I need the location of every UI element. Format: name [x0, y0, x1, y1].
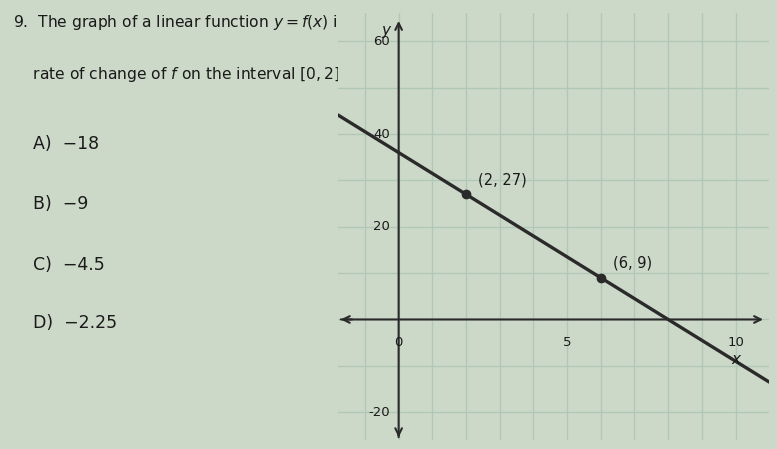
- Text: -20: -20: [368, 406, 390, 419]
- Text: B)  −9: B) −9: [33, 195, 89, 213]
- Text: (6, 9): (6, 9): [612, 256, 652, 271]
- Text: 0: 0: [395, 336, 402, 349]
- Text: y: y: [382, 23, 390, 38]
- Text: D)  −2.25: D) −2.25: [33, 314, 117, 332]
- Text: 10: 10: [727, 336, 744, 349]
- Text: 5: 5: [563, 336, 571, 349]
- Text: (2, 27): (2, 27): [478, 172, 527, 187]
- Text: x: x: [731, 352, 740, 367]
- Text: C)  −4.5: C) −4.5: [33, 256, 105, 274]
- Text: 60: 60: [374, 35, 390, 48]
- Text: 40: 40: [374, 128, 390, 141]
- Text: 20: 20: [373, 220, 390, 233]
- Text: 9.  The graph of a linear function $y = f(x)$ is shown. Find the average: 9. The graph of a linear function $y = f…: [13, 13, 543, 32]
- Text: A)  −18: A) −18: [33, 135, 99, 153]
- Text: rate of change of $f$ on the interval $[0, 2]$ .: rate of change of $f$ on the interval $[…: [13, 65, 350, 84]
